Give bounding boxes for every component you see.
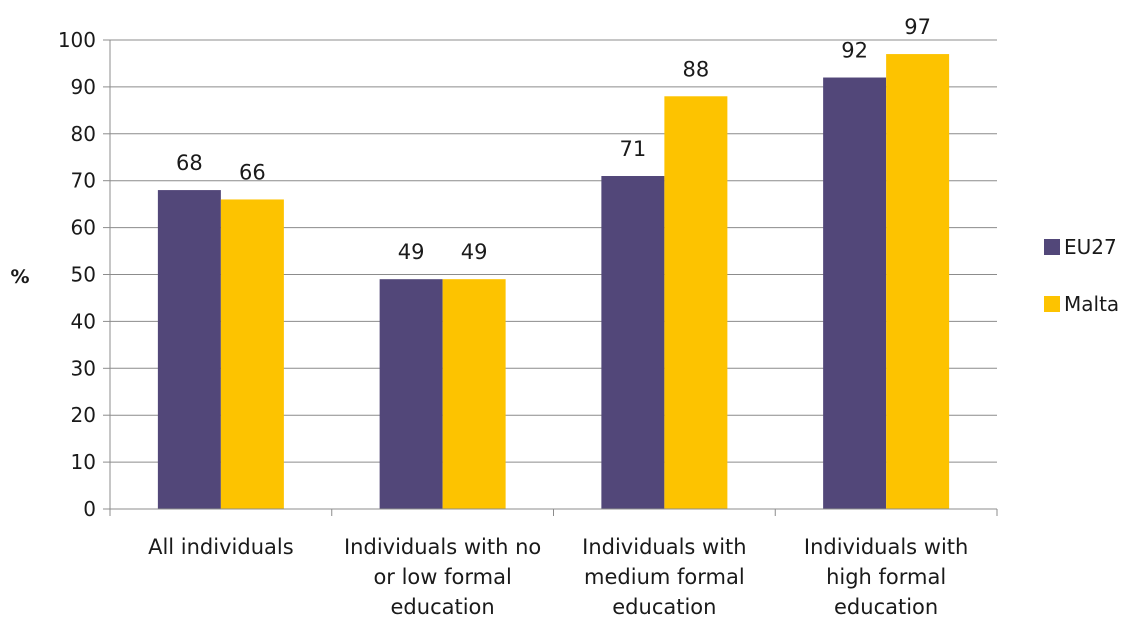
- legend: EU27 Malta: [1044, 235, 1119, 316]
- y-tick-label: 10: [71, 450, 96, 474]
- legend-label: Malta: [1064, 292, 1119, 316]
- y-tick-label: 0: [83, 497, 96, 521]
- y-tick-label: 40: [71, 309, 96, 333]
- y-tick-label: 50: [71, 263, 96, 287]
- bars: [157, 54, 950, 510]
- data-label: 66: [239, 160, 266, 184]
- data-labels: 68 66 49 49 71 88 92 97: [176, 15, 931, 264]
- bar-eu27: [379, 279, 443, 509]
- bar-malta: [664, 96, 728, 509]
- bar-eu27: [157, 190, 221, 509]
- x-category-label: Individuals with medium formal education: [582, 535, 746, 619]
- data-label: 49: [461, 240, 488, 264]
- y-tick-label: 90: [71, 75, 96, 99]
- bar-malta: [442, 279, 506, 509]
- bar-malta: [886, 54, 950, 509]
- y-tick-label: 20: [71, 403, 96, 427]
- bar-eu27: [601, 176, 665, 509]
- data-label: 68: [176, 151, 203, 175]
- axes: [103, 39, 998, 516]
- bar-malta: [220, 199, 284, 509]
- y-tick-label: 100: [58, 28, 96, 52]
- bar-eu27: [823, 77, 887, 510]
- y-tick-label: 30: [71, 356, 96, 380]
- y-axis-ticks: 0 10 20 30 40 50 60 70 80 90 100: [58, 28, 96, 521]
- data-label: 71: [620, 137, 647, 161]
- data-label: 97: [904, 15, 931, 39]
- x-category-label: Individuals with no or low formal educatio…: [344, 535, 541, 619]
- y-axis-label: %: [10, 266, 29, 288]
- legend-swatch-malta: [1044, 296, 1060, 312]
- legend-label: EU27: [1064, 235, 1117, 259]
- x-category-label: Individuals with high formal education: [804, 535, 968, 619]
- x-axis-labels: All individuals Individuals with no or low…: [148, 535, 968, 619]
- y-tick-label: 60: [71, 216, 96, 240]
- y-tick-label: 80: [71, 122, 96, 146]
- data-label: 49: [398, 240, 425, 264]
- data-label: 88: [683, 57, 710, 81]
- x-category-label: All individuals: [148, 535, 294, 559]
- legend-swatch-eu27: [1044, 239, 1060, 255]
- y-tick-label: 70: [71, 169, 96, 193]
- data-label: 92: [841, 39, 868, 63]
